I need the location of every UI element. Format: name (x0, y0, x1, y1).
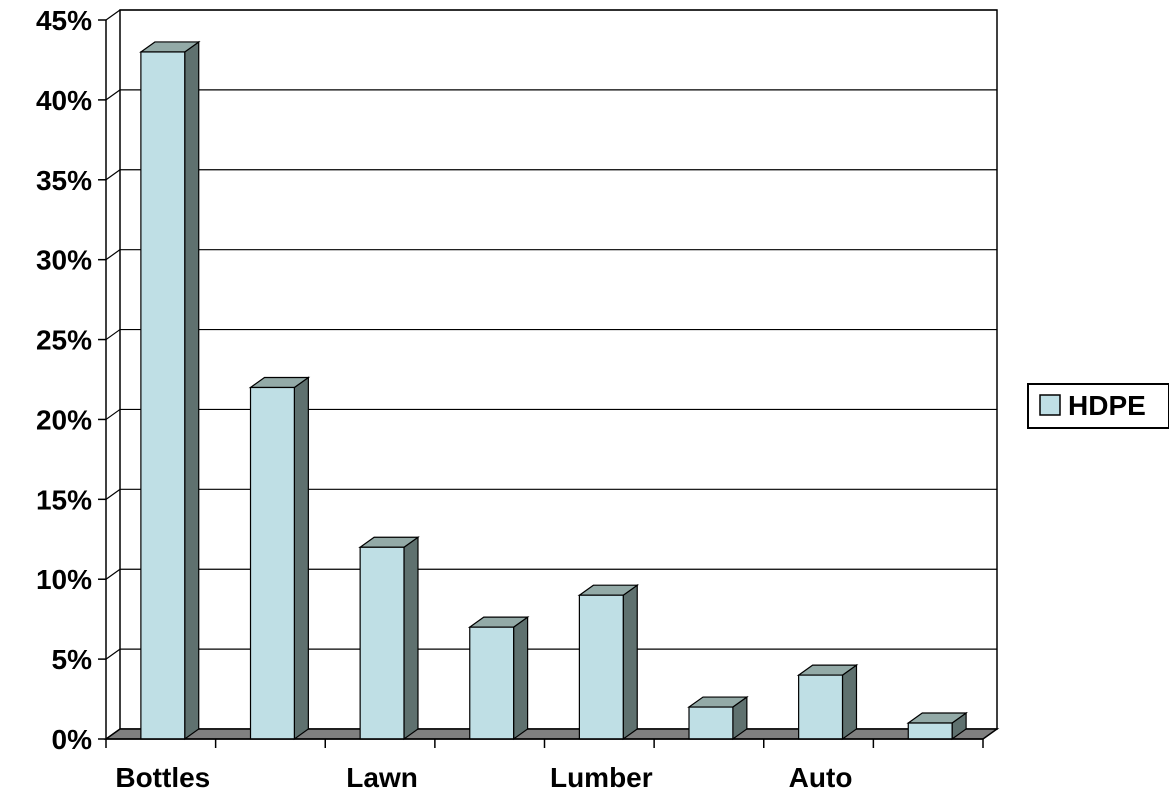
y-tick-label: 35% (36, 165, 92, 196)
legend: HDPE (1027, 383, 1169, 429)
bar-side (513, 615, 529, 741)
gridlines (105, 9, 998, 740)
y-tick-label: 0% (52, 724, 93, 755)
bar-front (688, 706, 734, 740)
y-tick-label: 20% (36, 404, 92, 435)
bar-front (578, 594, 624, 740)
bar (248, 376, 311, 741)
legend-label-hdpe: HDPE (1068, 390, 1146, 421)
bar (906, 711, 968, 741)
bar-side (622, 584, 638, 741)
bar-front (249, 386, 295, 740)
wall-gridline (105, 9, 121, 21)
bar-front (140, 51, 186, 740)
bar-front (469, 626, 515, 740)
bar (577, 584, 640, 741)
wall-gridline (105, 568, 121, 580)
bar (796, 663, 859, 741)
y-tick-label: 25% (36, 325, 92, 356)
wall-gridline (105, 408, 121, 420)
bars (139, 40, 968, 741)
wall-gridline (105, 488, 121, 500)
bar-side (293, 376, 309, 741)
floor-plane (103, 728, 1000, 740)
bar-side (403, 536, 419, 741)
y-tick-label: 10% (36, 564, 92, 595)
wall-gridline (105, 648, 121, 660)
bar-front (359, 546, 405, 740)
legend-swatch-hdpe (1039, 394, 1061, 416)
bar (467, 615, 530, 741)
y-tick-label: 30% (36, 245, 92, 276)
x-category-label: Lawn (346, 762, 418, 793)
axes (98, 19, 984, 748)
x-category-label: Lumber (550, 762, 653, 793)
wall-gridline (105, 329, 121, 341)
y-tick-labels: 0% 5% 10% 15% 20% 25% 30% 35% 40% 45% (36, 5, 92, 755)
bar-front (798, 674, 844, 740)
bar-side (841, 663, 858, 741)
y-tick-label: 15% (36, 484, 92, 515)
legend-box (1027, 383, 1169, 429)
wall-gridline (105, 249, 121, 261)
bar (358, 536, 420, 741)
x-category-label: Auto (789, 762, 853, 793)
bar (687, 695, 749, 741)
x-category-labels: Bottles Lawn Lumber Auto (115, 762, 852, 793)
y-tick-label: 45% (36, 5, 92, 36)
wall-gridline (105, 89, 121, 101)
wall-gridline (105, 169, 121, 181)
x-category-label: Bottles (115, 762, 210, 793)
chart-floor (103, 728, 1000, 740)
y-tick-label: 5% (52, 644, 93, 675)
bar-front (907, 722, 953, 740)
bar-side (184, 40, 200, 741)
y-tick-label: 40% (36, 85, 92, 116)
bar (139, 40, 201, 741)
